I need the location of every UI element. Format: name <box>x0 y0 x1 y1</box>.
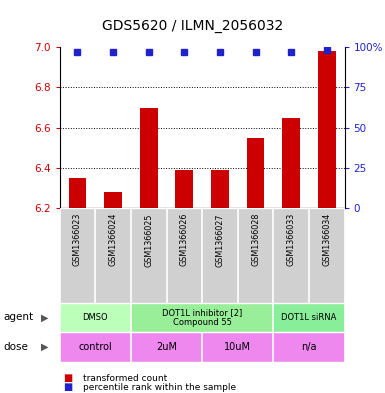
Text: GSM1366026: GSM1366026 <box>180 213 189 266</box>
Text: GSM1366033: GSM1366033 <box>287 213 296 266</box>
Text: transformed count: transformed count <box>83 374 167 382</box>
Bar <box>69 178 86 208</box>
Bar <box>131 303 273 332</box>
Bar <box>247 138 264 208</box>
Text: agent: agent <box>4 312 34 322</box>
Bar <box>202 332 273 362</box>
Text: ▶: ▶ <box>40 312 48 322</box>
Bar <box>176 170 193 208</box>
Text: ▶: ▶ <box>40 342 48 352</box>
Text: GSM1366027: GSM1366027 <box>216 213 224 266</box>
Bar <box>211 170 229 208</box>
Text: GSM1366025: GSM1366025 <box>144 213 153 266</box>
Bar <box>104 192 122 208</box>
Text: GSM1366023: GSM1366023 <box>73 213 82 266</box>
Bar <box>131 332 202 362</box>
Text: ■: ■ <box>64 382 73 392</box>
Bar <box>282 118 300 208</box>
Bar <box>273 332 345 362</box>
Text: n/a: n/a <box>301 342 317 352</box>
Text: dose: dose <box>4 342 29 352</box>
Bar <box>140 108 157 208</box>
Text: 2uM: 2uM <box>156 342 177 352</box>
Bar <box>60 303 131 332</box>
Text: control: control <box>79 342 112 352</box>
Text: DMSO: DMSO <box>82 313 108 322</box>
Text: DOT1L siRNA: DOT1L siRNA <box>281 313 336 322</box>
Bar <box>60 332 131 362</box>
Bar <box>273 303 345 332</box>
Bar <box>318 51 336 208</box>
Text: GSM1366034: GSM1366034 <box>322 213 331 266</box>
Text: GSM1366028: GSM1366028 <box>251 213 260 266</box>
Text: GDS5620 / ILMN_2056032: GDS5620 / ILMN_2056032 <box>102 18 283 33</box>
Text: 10uM: 10uM <box>224 342 251 352</box>
Text: ■: ■ <box>64 373 73 383</box>
Text: GSM1366024: GSM1366024 <box>109 213 117 266</box>
Text: percentile rank within the sample: percentile rank within the sample <box>83 383 236 391</box>
Text: DOT1L inhibitor [2]
Compound 55: DOT1L inhibitor [2] Compound 55 <box>162 308 242 327</box>
